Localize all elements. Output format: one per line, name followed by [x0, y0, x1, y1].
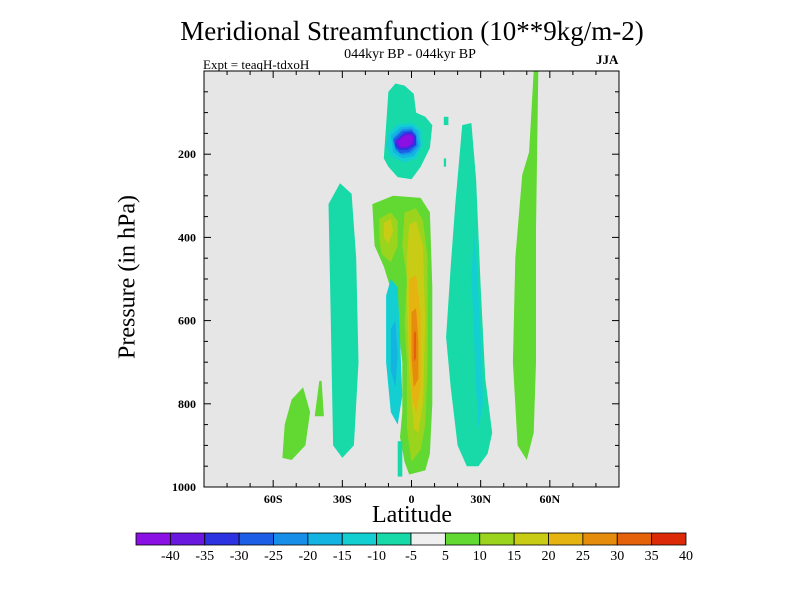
colorbar-label: -40 — [161, 549, 180, 564]
y-tick-label: 400 — [178, 230, 196, 244]
x-tick-label: 30N — [470, 492, 491, 506]
colorbar-swatch — [273, 532, 309, 546]
colorbar-swatch — [169, 532, 206, 546]
colorbar-swatch — [651, 532, 687, 546]
colorbar-label: -20 — [299, 549, 318, 564]
colorbar-label: 40 — [679, 549, 693, 564]
colorbar-swatch — [513, 532, 549, 546]
contour-tropical-yellow — [383, 218, 394, 244]
x-tick-label: 30S — [333, 492, 352, 506]
contour-purple-core — [397, 135, 414, 147]
colorbar-swatch — [479, 532, 515, 546]
chart-title: Meridional Streamfunction (10**9kg/m-2) — [180, 16, 644, 46]
colorbar-swatch — [410, 532, 446, 546]
colorbar-swatch — [376, 532, 412, 546]
contour-northern-green-column — [512, 71, 539, 460]
colorbar-label: 15 — [507, 549, 521, 564]
colorbar-swatch — [307, 532, 343, 546]
y-tick-label: 200 — [178, 147, 196, 161]
colorbar-swatch — [616, 532, 653, 546]
colorbar: -40 -35 -30 -25 -20 -15 -10 -5 5 10 15 20 25 30 35 40 — [135, 532, 693, 564]
colorbar-label: 10 — [473, 549, 487, 564]
contour-southern-green-sliver — [314, 380, 324, 417]
chart-subtitle: 044kyr BP - 044kyr BP — [344, 47, 476, 62]
axes: 60S 30S 0 30N 60N 200 400 600 800 1000 — [172, 70, 620, 506]
contour-southern-green-blob — [282, 387, 311, 460]
colorbar-swatch — [444, 532, 481, 546]
plot-area — [204, 71, 619, 487]
season-label: JJA — [596, 52, 619, 67]
contour-southern-teal-column — [328, 183, 359, 458]
colorbar-label: -30 — [230, 549, 249, 564]
colorbar-label: -5 — [405, 549, 417, 564]
colorbar-label: -35 — [195, 549, 214, 564]
contour-tropical-dark-orange — [413, 331, 417, 363]
x-tick-label: 0 — [409, 492, 415, 506]
colorbar-swatch — [341, 532, 378, 546]
colorbar-label: 5 — [442, 549, 449, 564]
x-tick-label: 60S — [264, 492, 283, 506]
x-tick-label: 60N — [539, 492, 560, 506]
colorbar-swatch — [204, 532, 240, 546]
y-tick-label: 1000 — [172, 480, 196, 494]
colorbar-swatch — [238, 532, 274, 546]
colorbar-label: 30 — [610, 549, 624, 564]
colorbar-label: -25 — [264, 549, 283, 564]
colorbar-swatch — [135, 532, 171, 546]
contour-equatorial-sky — [390, 320, 398, 388]
colorbar-swatch — [548, 532, 584, 546]
contour-equatorial-teal-sliver — [397, 441, 403, 477]
colorbar-label: 35 — [645, 549, 659, 564]
colorbar-label: -10 — [367, 549, 386, 564]
experiment-label: Expt = teaqH-tdxoH — [203, 57, 310, 72]
contour-upper-teal-speck — [443, 158, 447, 167]
colorbar-label: -15 — [333, 549, 352, 564]
contour-upper-teal-sliver — [443, 116, 449, 126]
colorbar-label: 20 — [542, 549, 556, 564]
y-tick-label: 600 — [178, 314, 196, 328]
contour-northern-blue-column — [471, 229, 483, 429]
x-axis-label: Latitude — [372, 502, 452, 528]
colorbar-swatch — [582, 532, 618, 546]
colorbar-label: 25 — [576, 549, 590, 564]
y-tick-label: 800 — [178, 397, 196, 411]
